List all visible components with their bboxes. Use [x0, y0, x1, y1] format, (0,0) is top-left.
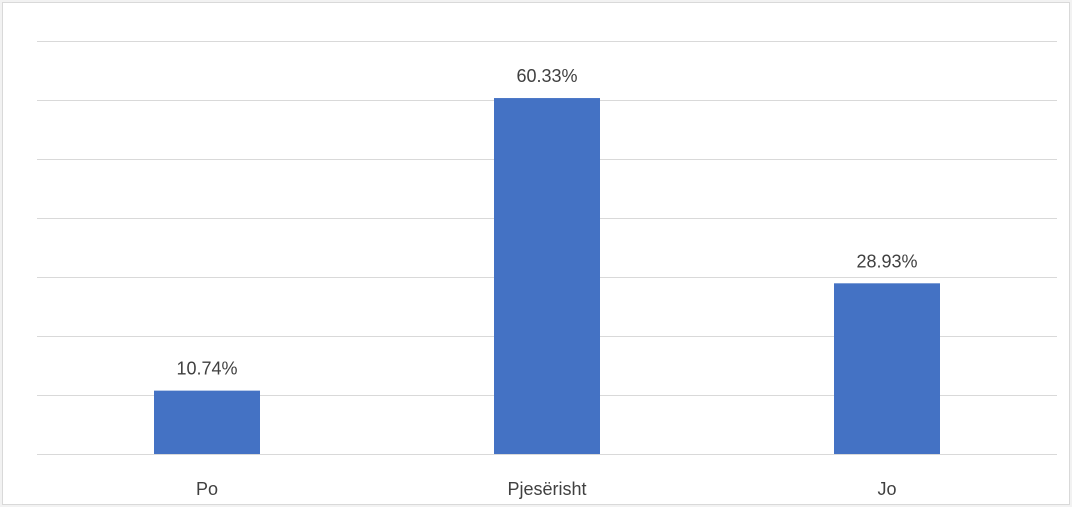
bars [154, 98, 940, 454]
data-label: 28.93% [856, 251, 917, 271]
x-tick-label: Po [196, 479, 218, 499]
data-label: 60.33% [516, 66, 577, 86]
x-tick-label: Jo [877, 479, 896, 499]
x-axis-tick-labels: Po Pjesërisht Jo [196, 479, 897, 499]
bar [834, 283, 940, 454]
bar [154, 390, 260, 454]
bar [494, 98, 600, 454]
data-labels: 10.74% 60.33% 28.93% [176, 66, 917, 379]
x-tick-label: Pjesërisht [507, 479, 586, 499]
data-label: 10.74% [176, 359, 237, 379]
bar-chart: 10.74% 60.33% 28.93% Po Pjesërisht Jo [37, 41, 1057, 499]
